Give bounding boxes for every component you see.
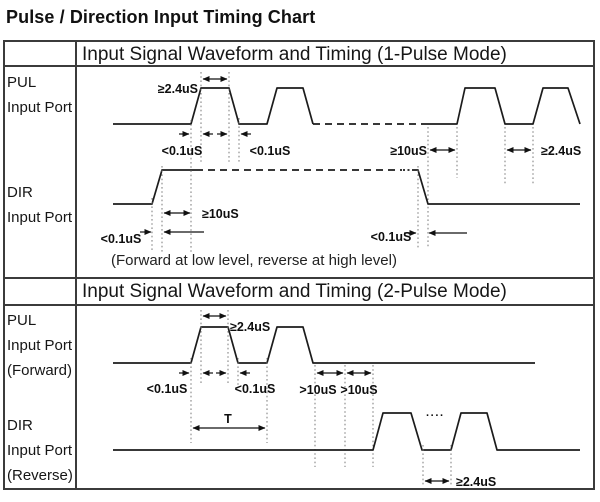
row-divider-header1 <box>5 65 593 67</box>
row-label-line: Input Port <box>7 209 73 226</box>
section2-header: Input Signal Waveform and Timing (2-Puls… <box>82 281 507 302</box>
row-label-line: (Forward) <box>7 362 73 379</box>
row-label-line: DIR <box>7 417 33 434</box>
note-forward-reverse: (Forward at low level, reverse at high l… <box>111 252 397 269</box>
row-label-line: Input Port <box>7 337 73 354</box>
row-label-dir-2pulse: DIR Input Port (Reverse) <box>7 413 73 488</box>
column-divider <box>75 42 77 488</box>
row-label-line: (Reverse) <box>7 467 73 484</box>
section1-header: Input Signal Waveform and Timing (1-Puls… <box>82 44 507 65</box>
page-title: Pulse / Direction Input Timing Chart <box>6 7 316 27</box>
row-divider-section1 <box>5 277 593 279</box>
row-label-line: Input Port <box>7 99 73 116</box>
row-divider-header2 <box>5 304 593 306</box>
row-label-line: DIR <box>7 184 33 201</box>
row-label-pul-1pulse: PUL Input Port <box>7 70 72 120</box>
row-label-line: PUL <box>7 74 37 91</box>
row-label-dir-1pulse: DIR Input Port <box>7 180 72 230</box>
row-label-line: Input Port <box>7 442 73 459</box>
row-label-line: PUL <box>7 312 37 329</box>
row-label-pul-2pulse: PUL Input Port (Forward) <box>7 308 72 383</box>
timing-table <box>3 40 595 490</box>
